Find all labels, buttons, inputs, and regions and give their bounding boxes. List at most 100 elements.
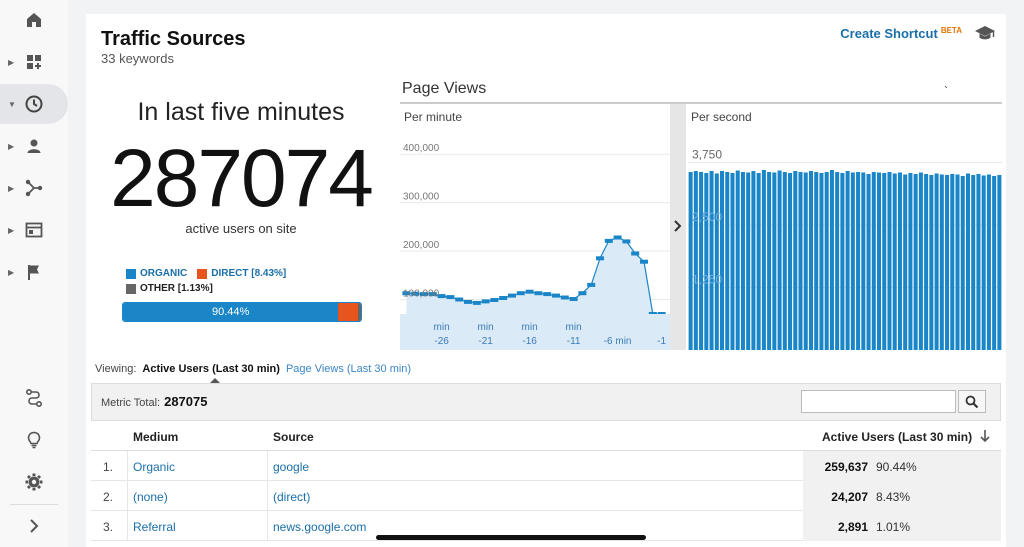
per-second-bar [929, 175, 934, 350]
per-minute-point [560, 295, 569, 300]
create-shortcut-label: Create Shortcut [840, 26, 938, 41]
x-tick-label: -26 [434, 336, 449, 347]
per-minute-point [552, 293, 560, 298]
share-legend: ORGANIC DIRECT [8.43%] OTHER [1.13%] [126, 268, 286, 298]
home-indicator[interactable] [376, 535, 646, 540]
row-medium-link[interactable]: Organic [133, 460, 176, 474]
cell-divider [127, 481, 128, 511]
row-percentage: 1.01% [876, 520, 911, 534]
tab-page-views[interactable]: Page Views (Last 30 min) [285, 363, 412, 375]
per-minute-point [420, 292, 428, 297]
cell-divider [267, 481, 268, 511]
y-tick-label: 400,000 [403, 143, 440, 154]
header-medium[interactable]: Medium [133, 430, 179, 444]
per-second-bar [924, 174, 929, 350]
behavior-icon [25, 222, 43, 238]
flag-icon [28, 265, 39, 280]
rail-item-discover[interactable] [0, 420, 68, 460]
row-medium-link[interactable]: (none) [133, 490, 168, 504]
y-tick-label: 200,000 [403, 240, 440, 251]
legend-swatch-organic [126, 268, 136, 279]
per-second-bar [918, 172, 923, 350]
per-second-bar [945, 175, 950, 350]
row-source-link[interactable]: google [273, 460, 310, 474]
per-second-bar [861, 172, 866, 350]
header-active-users[interactable]: Active Users (Last 30 min) [822, 430, 973, 444]
rail-item-attribution[interactable] [0, 378, 68, 418]
route-icon [25, 388, 43, 408]
row-source-link[interactable]: (direct) [273, 490, 311, 504]
row-percentage: 90.44% [876, 460, 917, 474]
per-minute-point [569, 297, 578, 301]
per-second-bar [756, 173, 761, 350]
per-second-bar [955, 174, 960, 350]
per-minute-area [406, 237, 662, 314]
rail-item-admin[interactable] [0, 462, 68, 502]
per-second-bar [808, 171, 813, 350]
share-segment-other [358, 303, 361, 321]
table-row[interactable]: 3. Referral news.google.com 2,891 1.01% [91, 511, 1001, 541]
cell-shade [803, 481, 1001, 511]
rail-item-conversions[interactable]: ▶ [0, 252, 68, 292]
stray-mark: ` [944, 84, 948, 98]
per-second-bar [699, 172, 704, 350]
row-source-link[interactable]: news.google.com [273, 520, 367, 534]
row-index: 1. [103, 460, 114, 474]
rail-item-home[interactable] [0, 0, 68, 40]
per-second-bar [939, 174, 944, 350]
y-tick-label: 2,500 [692, 210, 722, 224]
row-active-users: 2,891 [837, 520, 868, 534]
tab-active-users[interactable]: Active Users (Last 30 min) [142, 363, 280, 375]
rail-item-audience[interactable]: ▶ [0, 126, 68, 166]
rail-item-realtime[interactable]: ▼ [0, 84, 68, 124]
legend-direct-label: DIRECT [8.43%] [211, 268, 287, 279]
per-minute-point [631, 251, 640, 256]
home-icon [27, 13, 41, 27]
per-second-bar [866, 174, 871, 350]
per-minute-point [604, 238, 613, 243]
search-button[interactable] [958, 390, 986, 413]
rail-item-customization[interactable]: ▶ [0, 42, 68, 82]
cell-shade [803, 511, 1001, 541]
table-search-input[interactable] [801, 390, 956, 413]
per-second-bar [934, 173, 939, 350]
per-second-bar [829, 170, 834, 350]
legend-organic-label: ORGANIC [140, 268, 188, 279]
per-second-bar [908, 173, 913, 350]
per-second-bar [767, 172, 772, 350]
chevron-right-icon [674, 220, 682, 232]
per-second-bar [871, 172, 876, 350]
graduation-cap-icon[interactable] [974, 24, 996, 42]
per-second-bar [986, 174, 991, 350]
rail-item-acquisition[interactable]: ▶ [0, 168, 68, 208]
per-minute-point [402, 291, 411, 296]
per-minute-point [446, 295, 455, 300]
chevron-right-icon [30, 519, 39, 533]
share-segment-direct [338, 303, 359, 321]
per-minute-point [472, 300, 481, 305]
y-tick-label: 1,250 [692, 273, 722, 287]
share-organic-pct: 90.44% [211, 306, 250, 318]
arrow-down-icon[interactable] [979, 429, 991, 443]
metric-total-value: 287075 [164, 394, 208, 409]
per-second-bar [903, 174, 908, 350]
y-tick-label: 100,000 [403, 288, 440, 299]
create-shortcut-link[interactable]: Create Shortcut BETA [840, 26, 962, 41]
table-row[interactable]: 2. (none) (direct) 24,207 8.43% [91, 481, 1001, 511]
dashboard-icon [27, 55, 41, 69]
active-users-count: 287074 [110, 133, 374, 224]
page-views-divider [400, 102, 1002, 104]
per-second-bar [913, 174, 918, 350]
page-views-charts: 100,000 200,000 300,000 400,000 min -26 min -2… [400, 104, 1002, 350]
row-medium-link[interactable]: Referral [133, 520, 176, 534]
legend-other-label: OTHER [1.13%] [140, 283, 213, 294]
metric-total-bar: Metric Total: 287075 [91, 383, 1001, 421]
header-source[interactable]: Source [273, 430, 314, 444]
table-row[interactable]: 1. Organic google 259,637 90.44% [91, 451, 1001, 481]
cell-divider [267, 451, 268, 481]
rail-expand-button[interactable] [0, 506, 68, 546]
rail-item-behavior[interactable]: ▶ [0, 210, 68, 250]
y-tick-label: 300,000 [403, 192, 440, 203]
per-minute-point [490, 298, 499, 302]
caret-down-icon: ▼ [8, 99, 16, 109]
